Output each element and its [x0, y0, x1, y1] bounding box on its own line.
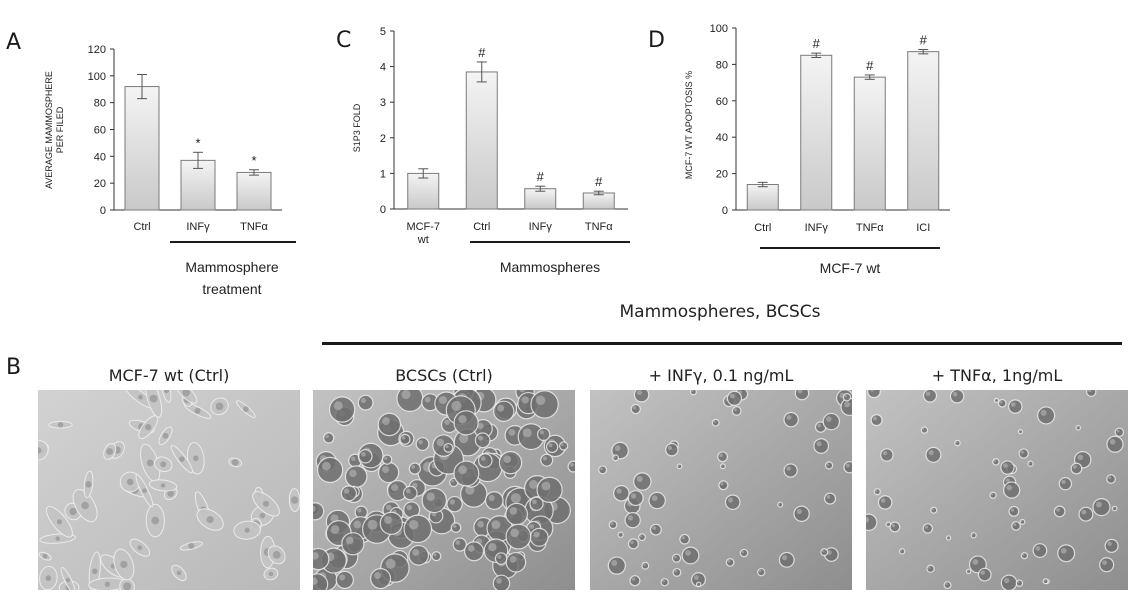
x-category-label: Ctrl	[133, 221, 150, 233]
chart-panel-c: 0 1 2 3 4 5 S1P3 FOLD MCF-7 wt # Ctrl # INFγ # TNFα Mam…	[352, 26, 630, 275]
micrograph-bcsc-spheres	[313, 390, 575, 590]
panel-letter-c: C	[336, 28, 352, 53]
significance-marker: #	[595, 174, 603, 189]
x-category-label: TNFα	[856, 222, 884, 234]
group-label: MCF-7 wt	[820, 260, 881, 276]
bar	[746, 184, 779, 211]
y-tick-label: 0	[722, 205, 728, 217]
significance-marker: #	[866, 58, 874, 73]
significance-marker: #	[537, 169, 545, 184]
y-tick-label: 0	[100, 205, 106, 217]
significance-marker: *	[251, 153, 256, 168]
y-tick-label: 1	[380, 168, 386, 180]
x-category-label: Ctrl	[754, 222, 771, 234]
y-tick-label: 3	[380, 97, 386, 109]
panel-letter-b: B	[6, 355, 22, 380]
bar	[907, 51, 940, 211]
chart-panel-a: 0 20 40 60 80 100 120 AVERAGE MAMMOSPHEREPER FI…	[44, 44, 296, 297]
x-category-label: TNFα	[240, 221, 268, 233]
significance-marker: #	[478, 45, 486, 60]
group-label: Mammospheres	[500, 259, 600, 275]
image-title-infg: + INFγ, 0.1 ng/mL	[648, 366, 794, 385]
micrograph-infg-spheres	[590, 390, 852, 590]
y-tick-label: 5	[380, 26, 386, 38]
y-axis-label: AVERAGE MAMMOSPHEREPER FILED	[44, 71, 65, 189]
y-tick-label: 0	[380, 204, 386, 216]
bar	[465, 71, 498, 210]
significance-marker: #	[813, 36, 821, 51]
y-axis-label: S1P3 FOLD	[352, 103, 362, 152]
y-axis-label: MCF-7 WT APOPTOSIS %	[684, 71, 694, 179]
significance-marker: #	[920, 32, 928, 47]
micrograph-mcf7-flat-cells	[38, 390, 300, 590]
y-tick-label: 40	[94, 151, 106, 163]
y-tick-label: 40	[716, 132, 728, 144]
panel-b-header: Mammospheres, BCSCs	[619, 302, 821, 322]
x-category-label: INFγ	[186, 221, 210, 233]
micrograph-tnfa-spheres	[866, 390, 1128, 590]
y-tick-label: 100	[88, 71, 106, 83]
panel-letter-d: D	[648, 28, 665, 53]
group-label: Mammosphere	[185, 259, 279, 275]
bar	[524, 188, 557, 210]
x-category-label: INFγ	[805, 222, 829, 234]
x-category-label: Ctrl	[473, 221, 490, 233]
y-tick-label: 60	[94, 125, 106, 137]
bar	[853, 76, 886, 211]
y-tick-label: 80	[716, 59, 728, 71]
y-tick-label: 20	[94, 178, 106, 190]
y-tick-label: 120	[88, 44, 106, 56]
image-title-tnfa: + TNFα, 1ng/mL	[931, 366, 1063, 385]
y-tick-label: 100	[710, 23, 728, 35]
chart-panel-d: 0 20 40 60 80 100 MCF-7 WT APOPTOSIS % Ctrl # INF…	[684, 23, 950, 276]
significance-marker: *	[195, 135, 200, 150]
image-title-mcf7: MCF-7 wt (Ctrl)	[108, 366, 230, 385]
y-tick-label: 20	[716, 169, 728, 181]
bar	[236, 171, 272, 211]
y-tick-label: 80	[94, 98, 106, 110]
x-category-label: TNFα	[585, 221, 613, 233]
bar	[800, 54, 833, 211]
panel-letter-a: A	[6, 30, 22, 55]
x-category-label: ICI	[916, 222, 930, 234]
y-tick-label: 2	[380, 133, 386, 145]
panel-b-header-rule	[322, 342, 1122, 345]
group-label: treatment	[202, 281, 261, 297]
bar	[407, 172, 440, 210]
x-category-label: INFγ	[529, 221, 553, 233]
image-title-bcsc: BCSCs (Ctrl)	[395, 366, 493, 385]
x-category-label: MCF-7 wt	[406, 221, 440, 246]
bar	[124, 86, 160, 211]
bar	[582, 192, 615, 210]
y-tick-label: 4	[380, 62, 386, 74]
y-tick-label: 60	[716, 96, 728, 108]
